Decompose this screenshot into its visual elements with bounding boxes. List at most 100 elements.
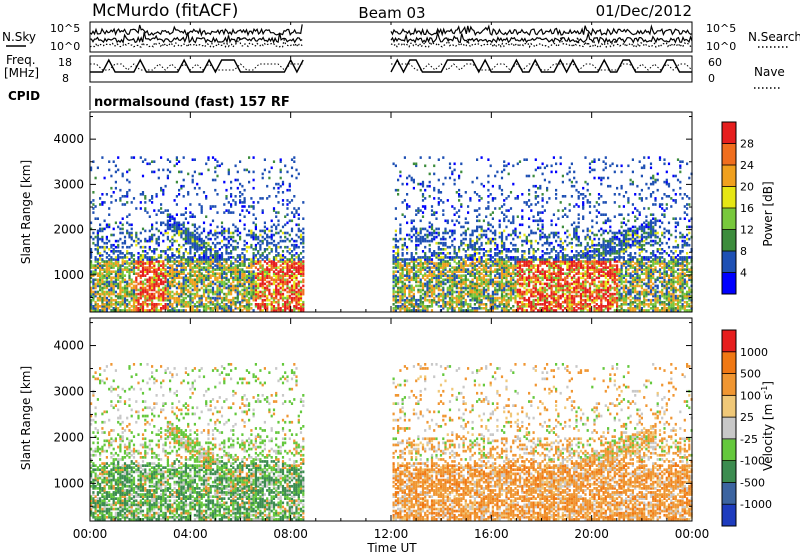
data-cell (417, 207, 420, 210)
data-cell (126, 193, 129, 196)
data-cell (200, 282, 203, 286)
data-cell (500, 262, 504, 265)
data-cell (487, 180, 490, 184)
data-cell (162, 296, 165, 300)
data-cell (209, 298, 212, 302)
data-cell (119, 305, 122, 308)
data-cell (290, 309, 294, 312)
data-cell (223, 282, 226, 286)
data-cell (130, 256, 133, 259)
data-cell (119, 280, 122, 284)
data-cell (412, 258, 415, 261)
data-cell (252, 286, 255, 290)
data-cell (117, 278, 120, 282)
data-cell (293, 266, 296, 269)
data-cell (532, 248, 535, 251)
data-cell (512, 215, 515, 218)
data-cell (90, 254, 93, 257)
data-cell (200, 278, 203, 282)
data-cell (439, 260, 443, 263)
data-cell (435, 282, 438, 286)
data-cell (261, 270, 264, 273)
data-cell (272, 280, 276, 284)
data-cell (171, 229, 174, 233)
data-cell (467, 205, 470, 208)
data-cell (281, 298, 285, 302)
data-cell (503, 213, 506, 216)
data-cell (507, 162, 510, 166)
data-cell (178, 296, 181, 300)
data-cell (430, 294, 434, 298)
data-cell (128, 284, 131, 288)
data-cell (539, 276, 542, 280)
data-cell (397, 266, 400, 269)
data-cell (128, 235, 131, 239)
data-cell (171, 268, 174, 271)
data-cell (523, 296, 526, 300)
data-cell (503, 270, 506, 273)
data-cell (295, 252, 298, 255)
data-cell (146, 296, 149, 300)
data-cell (458, 188, 461, 192)
data-cell (410, 268, 413, 271)
data-cell (543, 235, 546, 239)
data-cell (399, 278, 402, 282)
data-cell (279, 254, 282, 257)
data-cell (139, 270, 142, 273)
data-cell (444, 227, 447, 231)
data-cell (302, 262, 305, 265)
data-cell (451, 256, 454, 259)
data-cell (193, 286, 196, 290)
data-cell (225, 258, 228, 261)
data-cell (254, 225, 257, 229)
data-cell (216, 211, 219, 214)
data-cell (512, 286, 515, 290)
data-cell (299, 258, 303, 261)
data-cell (184, 248, 187, 251)
data-cell (153, 294, 156, 298)
data-cell (153, 268, 156, 271)
data-cell (539, 166, 542, 170)
data-cell (534, 280, 537, 284)
data-cell (546, 305, 549, 308)
data-cell (532, 309, 535, 312)
data-cell (220, 256, 224, 259)
data-cell (505, 272, 508, 275)
data-cell (105, 296, 108, 300)
data-cell (90, 256, 93, 259)
data-cell (469, 270, 472, 273)
data-cell (169, 217, 172, 220)
data-cell (268, 252, 271, 255)
data-cell (218, 276, 221, 280)
data-cell (202, 221, 206, 225)
data-cell (214, 205, 217, 208)
data-cell (94, 282, 97, 286)
data-cell (543, 303, 546, 306)
data-cell (530, 292, 533, 296)
data-cell (218, 241, 221, 245)
data-cell (216, 298, 219, 302)
data-cell (539, 235, 542, 239)
data-cell (101, 156, 104, 159)
data-cell (500, 278, 504, 282)
data-cell (126, 201, 129, 204)
data-cell (476, 307, 479, 310)
data-cell (532, 219, 535, 223)
data-cell (218, 280, 221, 284)
data-cell (430, 292, 434, 296)
data-cell (469, 264, 472, 267)
data-cell (259, 296, 262, 300)
freq-trace-line (90, 58, 692, 74)
data-cell (148, 288, 151, 292)
data-cell (462, 258, 465, 261)
data-cell (297, 262, 300, 265)
data-cell (299, 296, 303, 300)
data-cell (207, 231, 210, 235)
data-cell (202, 303, 206, 306)
data-cell (476, 235, 479, 239)
data-cell (200, 298, 203, 302)
data-cell (178, 170, 181, 174)
data-cell (232, 268, 235, 271)
data-cell (216, 235, 219, 239)
data-cell (507, 250, 510, 253)
